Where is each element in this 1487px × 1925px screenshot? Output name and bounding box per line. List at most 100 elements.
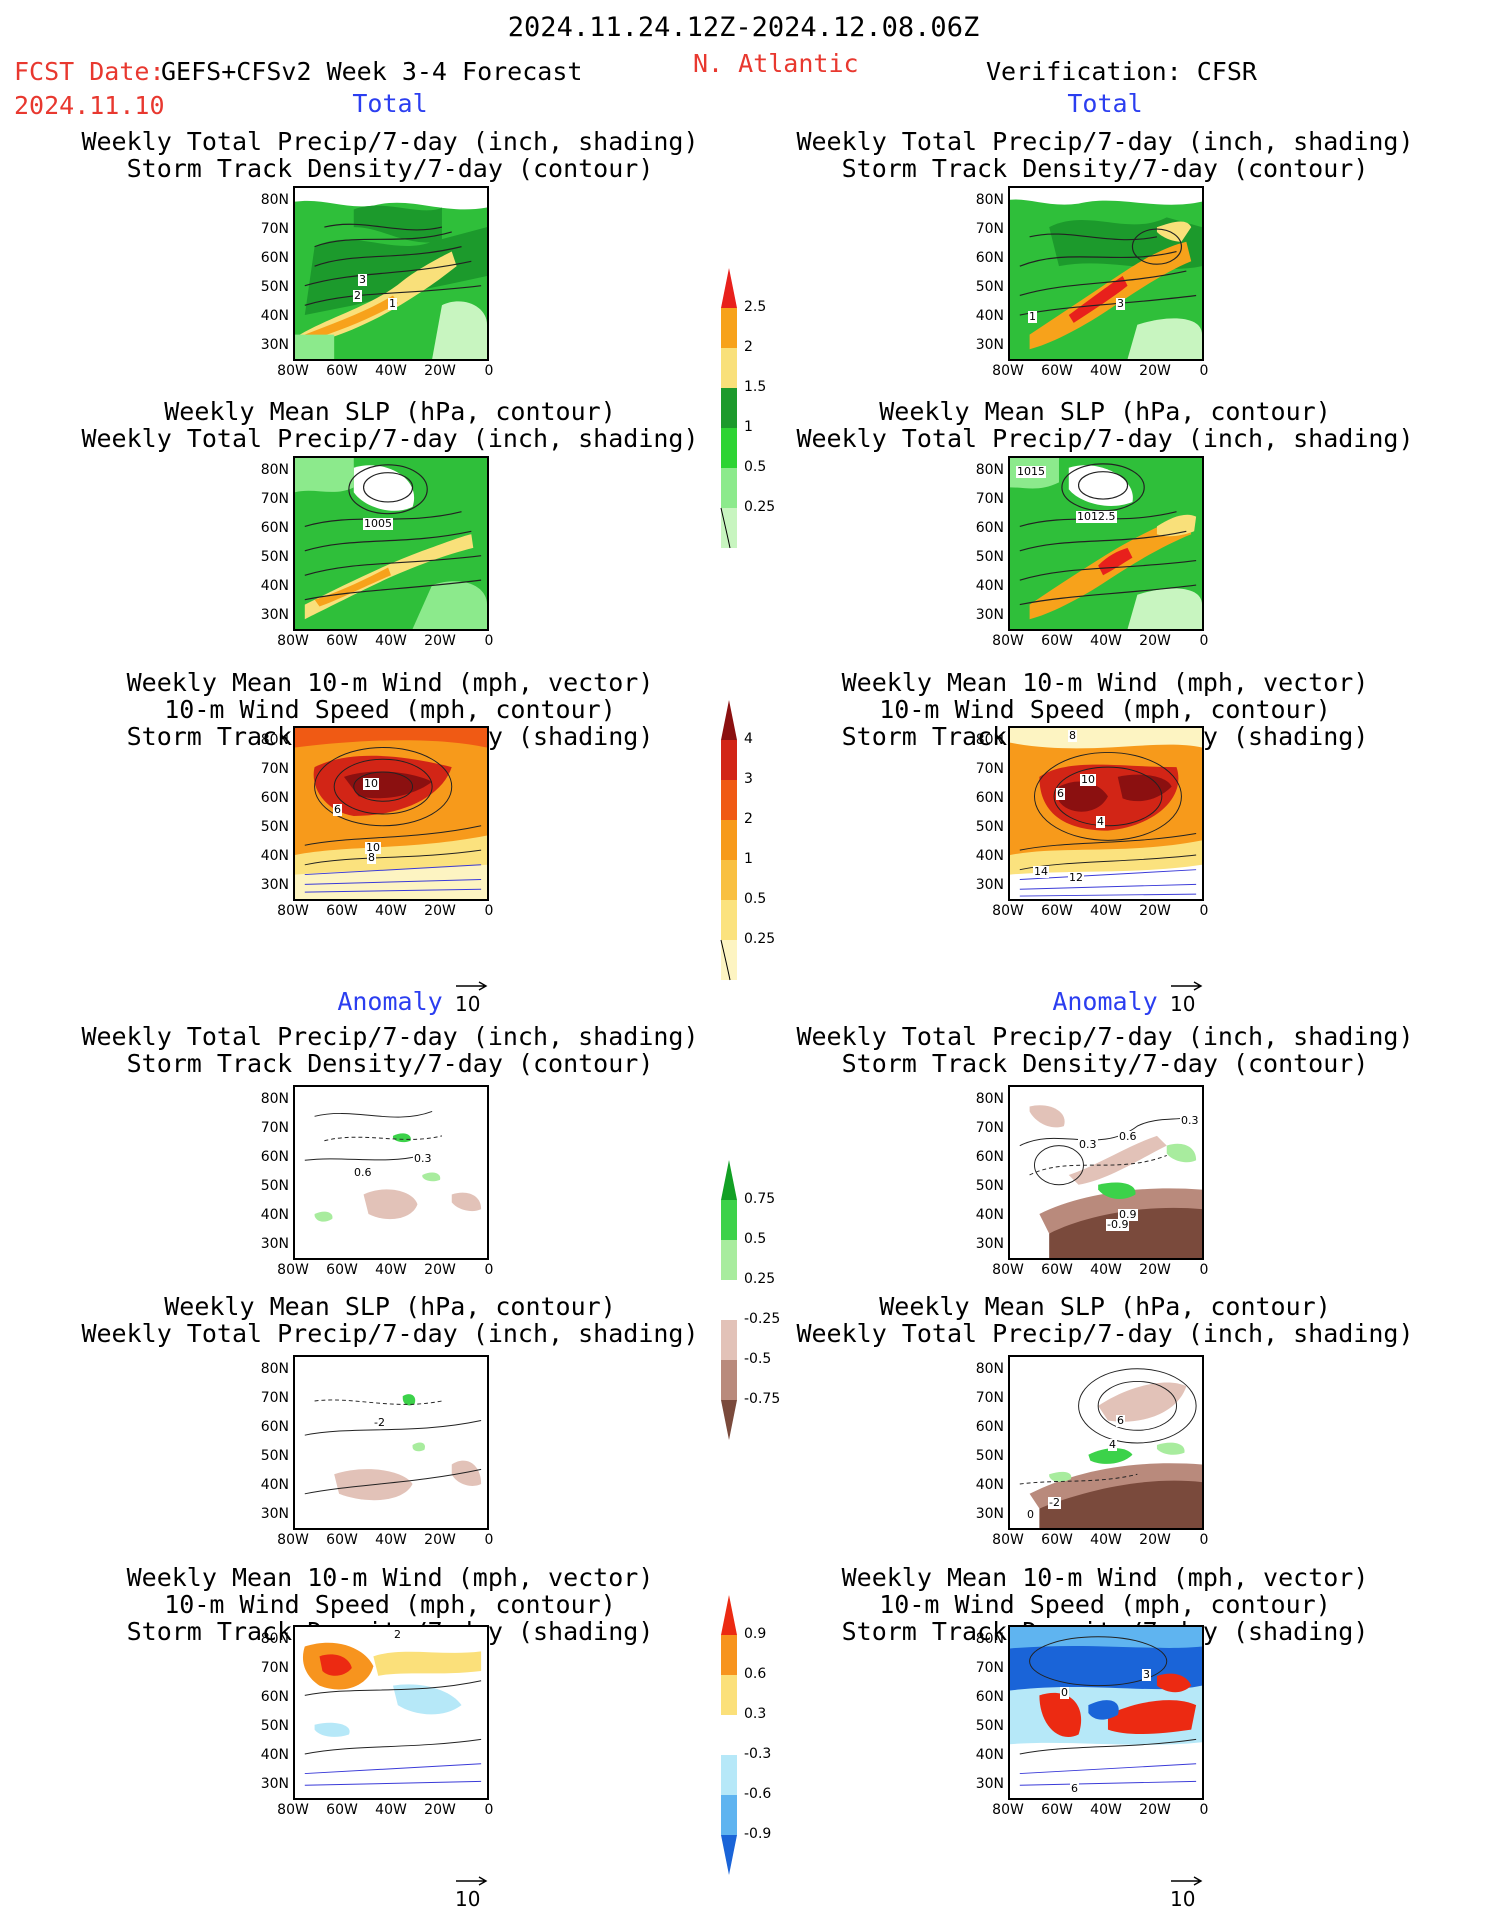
lat-tick-label: 50N (975, 819, 1004, 835)
lon-tick-label: 80W (992, 1532, 1024, 1548)
section-anomaly-right: Anomaly (1052, 987, 1158, 1016)
colorbar-segment (721, 428, 737, 468)
lon-tick-label: 60W (326, 1802, 358, 1818)
lat-tick-label: 80N (975, 1631, 1004, 1647)
lat-tick-label: 60N (975, 520, 1004, 536)
lat-tick-label: 40N (975, 308, 1004, 324)
lon-tick-label: 60W (1041, 903, 1073, 919)
colorbar-tick-label: -0.6 (744, 1786, 772, 1802)
lat-tick-label: 80N (975, 1091, 1004, 1107)
contour-label: 1 (1028, 310, 1037, 323)
colorbar-segment (721, 940, 737, 980)
colorbar-tick-label: -0.25 (744, 1311, 781, 1327)
contour-label: -2 (373, 1416, 386, 1429)
colorbar-tick-label: 0.5 (744, 459, 767, 475)
colorbar-segment (721, 1400, 737, 1440)
vector-arrow-icon (456, 1876, 488, 1886)
map-verif-wind-anom (1008, 1625, 1204, 1800)
lat-tick-label: 50N (975, 549, 1004, 565)
lat-tick-label: 80N (975, 462, 1004, 478)
lat-tick-label: 60N (975, 250, 1004, 266)
lon-tick-label: 0 (1199, 1532, 1209, 1548)
colorbar-segment (721, 1755, 737, 1795)
lat-tick-label: 30N (260, 607, 289, 623)
lon-tick-label: 20W (1139, 903, 1171, 919)
lat-tick-label: 80N (975, 1361, 1004, 1377)
colorbar-segment (721, 308, 737, 348)
lat-tick-label: 70N (260, 1390, 289, 1406)
lat-tick-label: 30N (260, 877, 289, 893)
fcst-date-label: FCST Date: (14, 57, 165, 86)
lon-tick-label: 60W (1041, 1532, 1073, 1548)
lon-tick-label: 40W (375, 903, 407, 919)
lat-tick-label: 70N (260, 1120, 289, 1136)
lat-tick-label: 40N (260, 1477, 289, 1493)
lon-tick-label: 40W (1090, 1262, 1122, 1278)
lon-tick-label: 0 (484, 1532, 494, 1548)
lat-tick-label: 30N (975, 337, 1004, 353)
lat-tick-label: 80N (975, 732, 1004, 748)
contour-label: 0.3 (413, 1152, 433, 1165)
contour-label: 10 (365, 841, 381, 854)
lat-tick-label: 40N (975, 848, 1004, 864)
contour-label: 0.6 (1118, 1130, 1138, 1143)
lat-tick-label: 50N (260, 1448, 289, 1464)
contour-label: 0 (1060, 1686, 1069, 1699)
map-forecast-wind-anom (293, 1625, 489, 1800)
colorbar-tick-label: -0.75 (744, 1391, 781, 1407)
lat-tick-label: 50N (975, 279, 1004, 295)
contour-label: 8 (1068, 729, 1077, 742)
lon-tick-label: 20W (424, 1262, 456, 1278)
lat-tick-label: 80N (260, 732, 289, 748)
colorbar-segment (721, 1595, 737, 1635)
lat-tick-label: 50N (260, 549, 289, 565)
vector-ref-f-anom: 10 (455, 1875, 489, 1911)
lat-tick-label: 70N (260, 221, 289, 237)
lat-tick-label: 40N (260, 848, 289, 864)
lon-tick-label: 80W (277, 1802, 309, 1818)
colorbar-segment (721, 508, 737, 548)
map-forecast-precip-total (293, 186, 489, 361)
region-label: N. Atlantic (693, 49, 859, 78)
lon-tick-label: 20W (424, 1532, 456, 1548)
contour-label: 6 (1070, 1782, 1079, 1795)
section-anomaly-left: Anomaly (337, 987, 443, 1016)
lat-tick-label: 60N (260, 250, 289, 266)
lon-tick-label: 80W (277, 1532, 309, 1548)
lon-tick-label: 20W (424, 363, 456, 379)
lat-tick-label: 70N (975, 221, 1004, 237)
map-verif-slp-total (1008, 456, 1204, 631)
title-f-slp: Weekly Mean SLP (hPa, contour) Weekly Tot… (81, 397, 699, 453)
lon-tick-label: 40W (1090, 903, 1122, 919)
contour-label: 4 (1108, 1438, 1117, 1451)
colorbar-tick-label: 1.5 (744, 379, 767, 395)
contour-label: 1005 (363, 517, 393, 530)
colorbar-segment (721, 1320, 737, 1360)
colorbar-tick-label: 0.3 (744, 1706, 767, 1722)
colorbar-segment (721, 1835, 737, 1875)
lat-tick-label: 30N (975, 1506, 1004, 1522)
colorbar-tick-label: 0.5 (744, 1231, 767, 1247)
colorbar-segment (721, 1675, 737, 1715)
fcst-date: 2024.11.10 (14, 91, 165, 120)
lon-tick-label: 40W (1090, 633, 1122, 649)
lon-tick-label: 20W (424, 633, 456, 649)
lon-tick-label: 40W (375, 363, 407, 379)
lon-tick-label: 60W (326, 633, 358, 649)
lat-tick-label: 40N (975, 1477, 1004, 1493)
lat-tick-label: 30N (975, 877, 1004, 893)
map-forecast-slp-anom (293, 1355, 489, 1530)
contour-label: 0.9 (1118, 1208, 1138, 1221)
colorbar-tick-label: 4 (744, 731, 753, 747)
vector-ref-f-total: 10 (455, 980, 489, 1016)
colorbar-tick-label: 0.6 (744, 1666, 767, 1682)
contour-label: 14 (1033, 865, 1049, 878)
colorbar-tick-label: 0.9 (744, 1626, 767, 1642)
lat-tick-label: 50N (260, 1178, 289, 1194)
lon-tick-label: 40W (1090, 1802, 1122, 1818)
lon-tick-label: 40W (375, 1262, 407, 1278)
colorbar-precip_total (720, 268, 737, 549)
contour-label: 0.6 (353, 1166, 373, 1179)
lat-tick-label: 70N (260, 1660, 289, 1676)
lon-tick-label: 0 (1199, 903, 1209, 919)
